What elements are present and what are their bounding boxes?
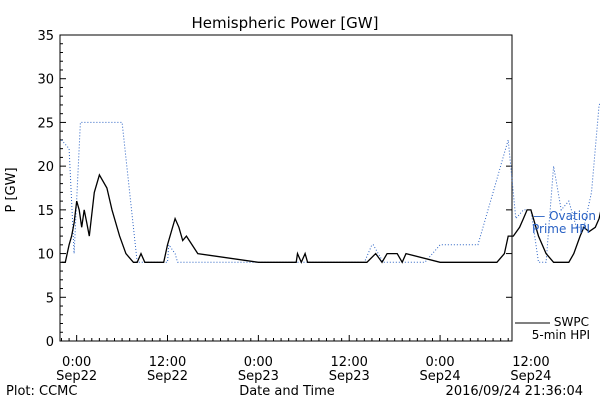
y-tick-label: 5 <box>46 291 54 306</box>
x-tick-date-label: Sep23 <box>238 369 279 384</box>
legend-ovation: — Ovation Prime HPI <box>532 209 596 236</box>
x-axis-label: Date and Time <box>239 384 335 399</box>
x-tick-time-label: 0:00 <box>62 355 91 370</box>
y-tick-label: 35 <box>37 29 54 44</box>
series-line-ovation-prime-hpi <box>61 103 600 263</box>
x-tick-time-label: 0:00 <box>244 355 273 370</box>
x-tick-date-label: Sep24 <box>510 369 551 384</box>
y-tick-label: 15 <box>37 204 54 219</box>
x-tick-date-label: Sep22 <box>147 369 188 384</box>
x-tick-time-label: 0:00 <box>425 355 454 370</box>
x-tick-date-label: Sep23 <box>329 369 370 384</box>
x-axis-ticks: 0:00Sep2212:00Sep220:00Sep2312:00Sep230:… <box>56 335 551 384</box>
x-tick-time-label: 12:00 <box>330 355 367 370</box>
plot-frame <box>59 34 513 342</box>
x-tick-time-label: 12:00 <box>149 355 186 370</box>
y-tick-label: 0 <box>46 335 54 350</box>
legend-swpc-line2: 5-min HPI <box>532 328 590 342</box>
legend-swpc-line1: SWPC <box>554 315 589 329</box>
footer-plot-source: Plot: CCMC <box>6 384 77 399</box>
series-line-swpc-5-min-hpi <box>61 173 600 264</box>
y-tick-label: 10 <box>37 248 54 263</box>
series-layer <box>61 103 600 264</box>
legend-ovation-line2: Prime HPI <box>532 222 590 236</box>
legend-swpc: SWPC 5-min HPI <box>515 315 590 342</box>
x-tick-date-label: Sep24 <box>420 369 461 384</box>
x-tick-time-label: 12:00 <box>512 355 549 370</box>
y-tick-label: 25 <box>37 116 54 131</box>
legend-ovation-line1: — Ovation <box>533 209 596 223</box>
y-axis-label: P [GW] <box>4 167 19 212</box>
chart-title: Hemispheric Power [GW] <box>192 14 379 32</box>
y-tick-label: 20 <box>37 160 54 175</box>
footer-timestamp: 2016/09/24 21:36:04 <box>446 384 583 399</box>
y-tick-label: 30 <box>37 73 54 88</box>
x-tick-date-label: Sep22 <box>56 369 97 384</box>
y-axis-ticks: 0 5 10 15 20 25 30 35 <box>37 29 512 350</box>
